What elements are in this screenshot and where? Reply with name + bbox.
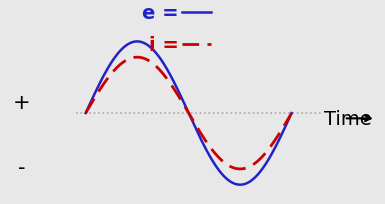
- Text: -: -: [18, 157, 25, 177]
- Text: +: +: [13, 93, 30, 113]
- Text: e =: e =: [142, 3, 179, 22]
- Text: i =: i =: [149, 35, 179, 54]
- Text: Time: Time: [324, 109, 372, 128]
